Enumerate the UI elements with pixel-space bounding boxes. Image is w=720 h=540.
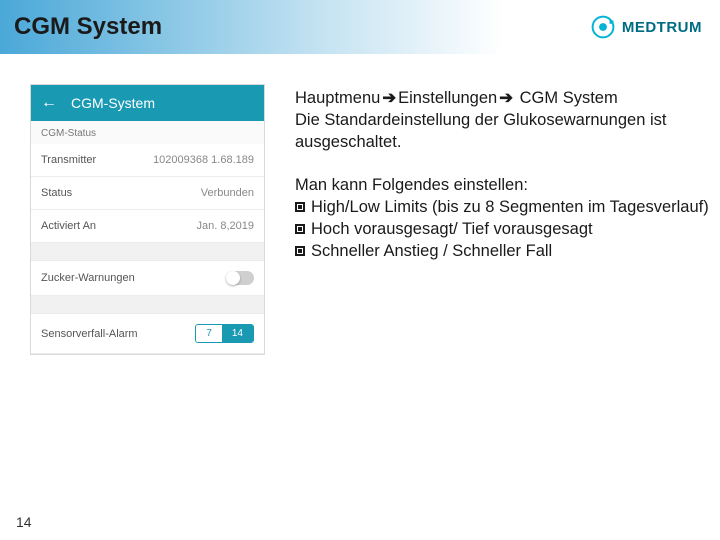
- breadcrumb-item: Hauptmenu: [295, 89, 380, 107]
- row-value: 102009368 1.68.189: [153, 154, 254, 166]
- phone-row-status[interactable]: Status Verbunden: [31, 177, 264, 210]
- phone-row-warnings[interactable]: Zucker-Warnungen: [31, 261, 264, 296]
- row-value: Verbunden: [201, 187, 254, 199]
- logo-icon: [590, 14, 616, 40]
- phone-header-title: CGM-System: [71, 95, 155, 111]
- row-label: Transmitter: [41, 154, 96, 166]
- row-value: Jan. 8,2019: [197, 220, 255, 232]
- bullet-icon: [295, 246, 305, 256]
- bullet-item: Hoch vorausgesagt/ Tief vorausgesagt: [295, 219, 710, 241]
- breadcrumb: Hauptmenu➔Einstellungen➔ CGM System: [295, 88, 710, 110]
- bullet-text: Schneller Anstieg / Schneller Fall: [311, 241, 552, 263]
- phone-screenshot: ← CGM-System CGM-Status Transmitter 1020…: [30, 84, 265, 355]
- content-area: ← CGM-System CGM-Status Transmitter 1020…: [0, 54, 720, 355]
- phone-section-label: CGM-Status: [31, 121, 264, 144]
- bullet-text: Hoch vorausgesagt/ Tief vorausgesagt: [311, 219, 593, 241]
- bullet-item: High/Low Limits (bis zu 8 Segmenten im T…: [295, 197, 710, 219]
- desc-block-2: Man kann Folgendes einstellen: High/Low …: [295, 175, 710, 262]
- phone-gap: [31, 243, 264, 261]
- slide-title: CGM System: [14, 13, 162, 41]
- logo-text: MEDTRUM: [622, 19, 702, 36]
- phone-gap: [31, 296, 264, 314]
- row-label: Activiert An: [41, 220, 96, 232]
- bullet-item: Schneller Anstieg / Schneller Fall: [295, 241, 710, 263]
- phone-row-sensor-alarm[interactable]: Sensorverfall-Alarm 7 14: [31, 314, 264, 354]
- brand-logo: MEDTRUM: [590, 14, 702, 40]
- phone-row-transmitter[interactable]: Transmitter 102009368 1.68.189: [31, 144, 264, 177]
- bullet-icon: [295, 224, 305, 234]
- page-number: 14: [16, 514, 32, 530]
- row-label: Zucker-Warnungen: [41, 272, 135, 284]
- breadcrumb-item: Einstellungen: [398, 89, 497, 107]
- description-text: Hauptmenu➔Einstellungen➔ CGM System Die …: [295, 84, 710, 355]
- segmented-control[interactable]: 7 14: [195, 324, 254, 343]
- desc-line: Die Standardeinstellung der Glukosewarnu…: [295, 110, 710, 154]
- back-icon[interactable]: ←: [41, 94, 57, 112]
- arrow-icon: ➔: [382, 89, 396, 107]
- arrow-icon: ➔: [499, 89, 513, 107]
- row-label: Sensorverfall-Alarm: [41, 328, 138, 340]
- toggle-switch[interactable]: [226, 271, 254, 285]
- bullet-icon: [295, 202, 305, 212]
- segment-14[interactable]: 14: [222, 325, 253, 342]
- row-label: Status: [41, 187, 72, 199]
- desc-intro: Man kann Folgendes einstellen:: [295, 175, 710, 197]
- segment-7[interactable]: 7: [196, 325, 222, 342]
- slide-header: CGM System MEDTRUM: [0, 0, 720, 54]
- bullet-text: High/Low Limits (bis zu 8 Segmenten im T…: [311, 197, 709, 219]
- phone-row-activated[interactable]: Activiert An Jan. 8,2019: [31, 210, 264, 243]
- phone-app-header: ← CGM-System: [31, 85, 264, 121]
- breadcrumb-item: CGM System: [520, 89, 618, 107]
